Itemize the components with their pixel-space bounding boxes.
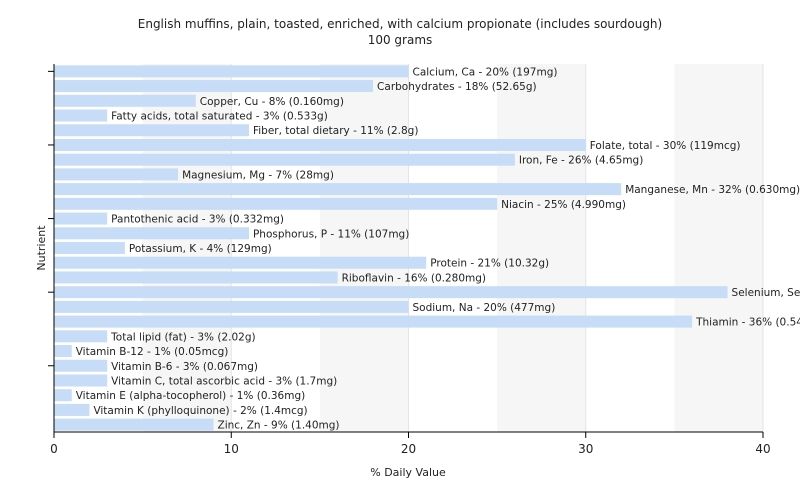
bar [54,197,498,210]
chart-title: English muffins, plain, toasted, enriche… [138,17,662,31]
x-tick-label: 30 [578,442,593,456]
bar [54,389,72,402]
bar [54,256,427,269]
bar-data-label: Vitamin C, total ascorbic acid - 3% (1.7… [111,375,337,387]
bar [54,227,249,240]
bar [54,403,90,416]
bar-data-label: Sodium, Na - 20% (477mg) [413,302,556,314]
bar [54,65,409,78]
bar [54,330,108,343]
bar-data-label: Protein - 21% (10.32g) [430,258,549,270]
grid-band [319,64,409,432]
bar [54,271,338,284]
bar [54,168,179,181]
bar-data-label: Iron, Fe - 26% (4.65mg) [519,155,643,167]
bar [54,212,108,225]
bar-data-label: Calcium, Ca - 20% (197mg) [413,66,558,78]
x-tick-label: 0 [50,442,58,456]
bar [54,80,374,93]
x-tick-label: 10 [224,442,239,456]
grid-band [497,64,586,432]
bar [54,94,196,107]
x-tick-label: 40 [755,442,770,456]
bar [54,109,108,122]
bar-data-label: Vitamin B-12 - 1% (0.05mcg) [76,346,229,358]
bar [54,138,586,151]
x-axis-title: % Daily Value [370,466,446,479]
bar-data-label: Carbohydrates - 18% (52.65g) [377,81,537,93]
bar-data-label: Pantothenic acid - 3% (0.332mg) [111,214,284,226]
bar [54,359,108,372]
bar-data-label: Phosphorus, P - 11% (107mg) [253,228,409,240]
plot-area: Calcium, Ca - 20% (197mg) Carbohydrates -… [48,64,800,456]
bar [54,183,622,196]
bar [54,418,214,431]
bar-data-label: Folate, total - 30% (119mcg) [590,140,741,152]
bar-data-label: Vitamin K (phylloquinone) - 2% (1.4mcg) [93,405,307,417]
grid-band [674,64,763,432]
bar-data-label: Riboflavin - 16% (0.280mg) [342,272,486,284]
bar-data-label: Total lipid (fat) - 3% (2.02g) [110,331,255,343]
bar-data-label: Selenium, Se - 38% (26.3mcg) [732,287,800,299]
bar-data-label: Zinc, Zn - 9% (1.40mg) [218,420,340,432]
bar-data-label: Manganese, Mn - 32% (0.630mg) [625,184,800,196]
bar-data-label: Thiamin - 36% (0.541mg) [695,317,800,329]
bar-data-label: Vitamin E (alpha-tocopherol) - 1% (0.36m… [76,390,306,402]
bar-data-label: Fiber, total dietary - 11% (2.8g) [253,125,418,137]
bar [54,286,728,299]
bar-data-label: Potassium, K - 4% (129mg) [129,243,272,255]
chart-subtitle: 100 grams [368,33,433,47]
bar-data-label: Copper, Cu - 8% (0.160mg) [200,96,344,108]
bar-data-label: Fatty acids, total saturated - 3% (0.533… [111,111,328,123]
bar [54,242,125,254]
bar-data-label: Vitamin B-6 - 3% (0.067mg) [111,361,258,373]
bar [54,153,515,166]
bar [54,315,693,328]
x-tick-label: 20 [401,442,416,456]
bar [54,345,72,358]
bar-data-label: Niacin - 25% (4.990mg) [501,199,626,211]
bar-data-label: Magnesium, Mg - 7% (28mg) [182,169,334,181]
bar [54,124,249,137]
bar [54,300,409,313]
bar [54,374,108,387]
y-axis-title: Nutrient [35,225,48,271]
